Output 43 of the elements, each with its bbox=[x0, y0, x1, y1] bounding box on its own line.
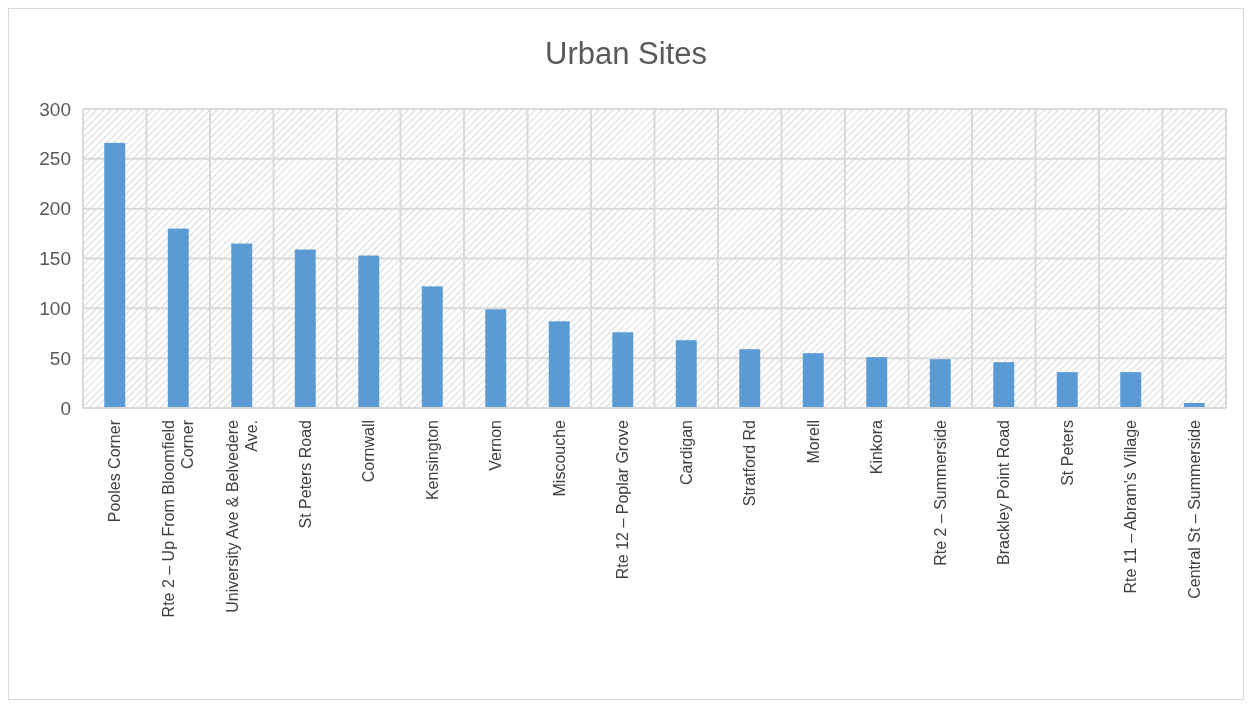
y-tick-label: 300 bbox=[39, 98, 71, 120]
chart-title: Urban Sites bbox=[545, 36, 707, 71]
y-tick-label: 200 bbox=[39, 198, 71, 220]
x-tick-label: Rte 11 – Abram’s Village bbox=[1122, 419, 1140, 594]
y-tick-label: 250 bbox=[39, 148, 71, 170]
y-tick-label: 0 bbox=[60, 397, 71, 419]
y-tick-label: 100 bbox=[39, 297, 71, 319]
bar bbox=[612, 332, 634, 408]
x-tick-label: Kinkora bbox=[868, 419, 886, 475]
bar bbox=[421, 286, 443, 408]
bar bbox=[548, 321, 570, 408]
x-tick-label: St Peters bbox=[1058, 420, 1076, 486]
bar bbox=[675, 340, 697, 408]
x-tick-label: Pooles Corner bbox=[106, 419, 124, 523]
bar bbox=[929, 359, 951, 408]
x-tick-label: Brackley Point Road bbox=[995, 420, 1013, 565]
bar bbox=[993, 362, 1015, 408]
x-tick-label: Rte 2 – Up From Bloomfield Corner bbox=[160, 419, 197, 618]
x-tick-label: Morell bbox=[804, 420, 822, 464]
x-tick-label: Vernon bbox=[487, 420, 505, 471]
x-tick-label: Miscouche bbox=[550, 419, 568, 497]
x-tick-label: Cardigan bbox=[677, 420, 695, 485]
bar bbox=[485, 309, 507, 408]
bar bbox=[231, 243, 253, 408]
x-tick-label: Cornwall bbox=[360, 420, 378, 483]
bar bbox=[358, 255, 380, 408]
x-tick-label: University Ave & Belvedere Ave. bbox=[223, 419, 260, 613]
bar bbox=[802, 353, 824, 408]
x-tick-label: Central St – Summerside bbox=[1185, 419, 1203, 599]
bar bbox=[866, 357, 888, 408]
x-tick-label: St Peters Road bbox=[296, 420, 314, 529]
bar bbox=[1056, 372, 1078, 408]
x-tick-label: Stratford Rd bbox=[741, 420, 759, 507]
y-tick-label: 150 bbox=[39, 248, 71, 270]
x-tick-label: Kensington bbox=[423, 420, 441, 501]
bar bbox=[739, 349, 761, 408]
bar bbox=[104, 142, 126, 408]
y-tick-label: 50 bbox=[49, 347, 71, 369]
bar bbox=[1120, 372, 1142, 408]
bar bbox=[167, 228, 189, 408]
bar bbox=[294, 249, 316, 408]
x-tick-label: Rte 2 – Summerside bbox=[931, 419, 949, 566]
x-tick-label: Rte 12 – Poplar Grove bbox=[614, 419, 632, 580]
